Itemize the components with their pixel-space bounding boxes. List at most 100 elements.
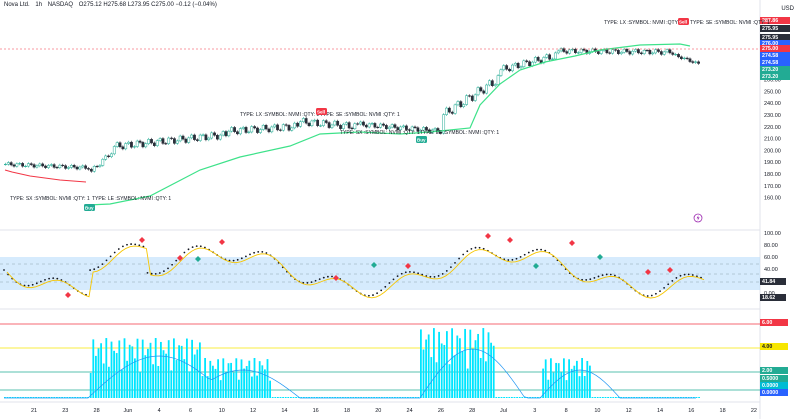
volume-bar <box>427 334 430 398</box>
price-tick: 190.00 <box>764 160 781 166</box>
osc-point <box>437 275 440 277</box>
candle-body <box>677 54 680 58</box>
lightning-icon[interactable] <box>693 213 703 223</box>
candle-body <box>107 155 110 157</box>
vol-badge-label: 0.0000 <box>762 383 778 389</box>
osc-point <box>581 278 583 281</box>
volume-bar <box>591 397 594 398</box>
volume-bar <box>370 397 373 398</box>
volume-bar <box>669 397 672 398</box>
osc-tick: 80.00 <box>764 243 778 249</box>
volume-bar <box>440 343 443 398</box>
osc-point <box>585 279 588 281</box>
candle-body <box>364 124 368 128</box>
price-badge <box>760 45 790 52</box>
volume-bar <box>6 397 9 398</box>
candle-body <box>321 120 325 126</box>
volume-bar <box>248 360 251 398</box>
candle-body <box>4 163 7 166</box>
osc-point <box>527 251 530 254</box>
candle-body <box>333 120 337 126</box>
osc-point <box>679 274 682 277</box>
candle-body <box>227 130 231 137</box>
volume-bar <box>615 397 617 398</box>
candle-body <box>336 120 340 126</box>
time-tick: 16 <box>313 408 319 414</box>
osc-badge <box>760 278 786 285</box>
osc-point <box>27 284 30 287</box>
volume-bar <box>14 397 17 398</box>
volume-bar <box>344 397 347 398</box>
candle-body <box>470 95 474 101</box>
volume-bar <box>336 397 339 398</box>
time-tick: 18 <box>720 408 726 414</box>
volume-bar <box>594 397 596 398</box>
volume-bar <box>430 357 433 398</box>
osc-point <box>540 248 542 251</box>
volume-bar <box>32 397 35 398</box>
candle-body <box>614 49 617 51</box>
osc-point <box>511 258 514 261</box>
symbol-name[interactable]: Nova Ltd. <box>4 2 30 8</box>
volume-bar <box>544 359 547 398</box>
candle-body <box>38 163 42 167</box>
volume-bar <box>646 397 648 398</box>
candle-body <box>448 107 451 113</box>
volume-bar <box>105 338 108 398</box>
candle-body <box>350 127 354 130</box>
osc-point <box>167 267 169 270</box>
currency-label[interactable]: USD <box>781 6 794 12</box>
volume-bar <box>209 360 212 398</box>
osc-point <box>122 245 124 248</box>
volume-bar <box>641 397 643 398</box>
osc-point <box>232 259 235 262</box>
volume-bar <box>295 397 297 398</box>
volume-bar <box>414 397 417 398</box>
volume-bar <box>154 338 157 398</box>
interval-label[interactable]: 1h <box>35 2 43 8</box>
volume-bar <box>628 397 630 398</box>
candle-body <box>18 163 22 165</box>
osc-point <box>175 259 178 262</box>
candle-body <box>195 139 199 141</box>
volume-bar <box>11 397 14 398</box>
volume-bar <box>243 368 245 398</box>
volume-bar <box>76 397 79 398</box>
trade-marker-label: Buy <box>85 206 94 211</box>
vol-badge-label: 6.00 <box>762 320 772 326</box>
volume-bar <box>596 397 599 398</box>
vol-badge <box>760 389 788 396</box>
candle-body <box>281 124 285 131</box>
candle-body <box>32 164 36 168</box>
candle-body <box>536 57 540 61</box>
candle-body <box>596 51 600 54</box>
osc-diamond-marker <box>405 263 411 269</box>
volume-bar <box>388 397 391 398</box>
volume-bar <box>113 350 115 398</box>
osc-point <box>384 285 387 288</box>
candle-body <box>152 142 156 146</box>
candle-body <box>330 124 334 128</box>
osc-point <box>536 248 538 251</box>
candle-body <box>605 49 609 54</box>
volume-bar <box>279 397 282 398</box>
candle-body <box>267 128 271 133</box>
price-tick: 240.00 <box>764 101 781 107</box>
volume-bar <box>313 397 316 398</box>
volume-bar <box>511 397 513 398</box>
volume-bar <box>378 397 381 398</box>
volume-bar <box>222 358 225 398</box>
osc-point <box>523 253 526 256</box>
candle-body <box>218 134 222 140</box>
volume-bar <box>542 368 544 398</box>
candle-body <box>279 129 282 131</box>
price-tick: 170.00 <box>764 184 781 190</box>
volume-bar <box>583 375 586 398</box>
osc-point <box>429 275 432 278</box>
candle-body <box>150 139 153 144</box>
volume-bar <box>53 397 56 398</box>
volume-bar <box>147 348 149 398</box>
candle-body <box>688 58 692 62</box>
osc-point <box>150 272 153 275</box>
